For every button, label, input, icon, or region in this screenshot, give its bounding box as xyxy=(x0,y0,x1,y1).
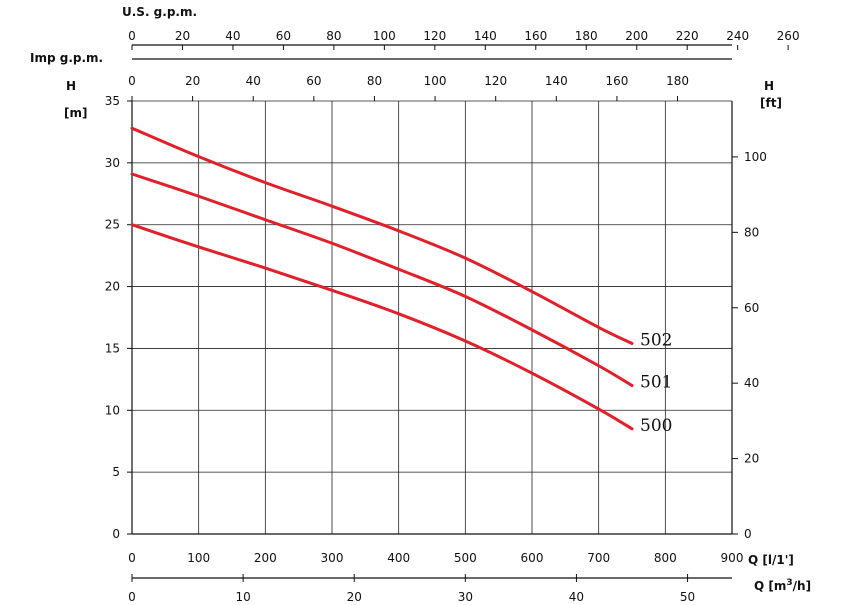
imp-gpm-tick-label: 60 xyxy=(306,74,321,88)
series xyxy=(130,126,634,431)
ft-axis-title-unit: [ft] xyxy=(760,96,782,110)
x-tick-label: 700 xyxy=(587,551,610,565)
m3h-tick-label: 30 xyxy=(458,590,473,604)
m3h-axis-title: Q [m3/h] xyxy=(754,578,811,593)
ft-tick-label: 20 xyxy=(744,452,759,466)
imp-gpm-tick-label: 140 xyxy=(545,74,568,88)
us-gpm-tick-label: 100 xyxy=(373,29,396,43)
x-axis-title: Q [l/1'] xyxy=(748,553,794,567)
us-gpm-tick-label: 240 xyxy=(726,29,749,43)
x-tick-label: 200 xyxy=(254,551,277,565)
imp-gpm-tick-label: 120 xyxy=(484,74,507,88)
series-line-501 xyxy=(130,172,634,388)
y-tick-label: 20 xyxy=(105,280,120,294)
x-tick-label: 300 xyxy=(321,551,344,565)
m3h-tick-label: 20 xyxy=(347,590,362,604)
y-tick-label: 30 xyxy=(105,156,120,170)
y-tick-label: 10 xyxy=(105,403,120,417)
us-gpm-tick-label: 180 xyxy=(575,29,598,43)
curve-labels: 502 501 500 xyxy=(640,330,672,435)
imp-gpm-tick-label: 40 xyxy=(246,74,261,88)
m3h-tick-label: 40 xyxy=(569,590,584,604)
series-label-500: 500 xyxy=(640,416,672,436)
ft-tick-label: 40 xyxy=(744,376,759,390)
us-gpm-tick-label: 20 xyxy=(175,29,190,43)
y-tick-label: 35 xyxy=(105,94,120,108)
us-gpm-tick-label: 160 xyxy=(524,29,547,43)
ft-tick-label: 100 xyxy=(744,150,767,164)
y-axis-title-unit: [m] xyxy=(64,106,87,120)
x-tick-label: 800 xyxy=(654,551,677,565)
x-tick-label: 100 xyxy=(187,551,210,565)
us-gpm-tick-label: 260 xyxy=(777,29,800,43)
imp-gpm-tick-label: 180 xyxy=(666,74,689,88)
series-label-502: 502 xyxy=(640,330,672,350)
m3h-tick-label: 50 xyxy=(680,590,695,604)
y-tick-label: 5 xyxy=(112,465,120,479)
ft-tick-label: 80 xyxy=(744,225,759,239)
axes: U.S. g.p.m. Imp g.p.m. Q [l/1'] Q [m3/h]… xyxy=(30,5,811,593)
y-tick-label: 0 xyxy=(112,527,120,541)
y-tick-label: 25 xyxy=(105,218,120,232)
x-tick-label: 900 xyxy=(721,551,744,565)
series-line-500 xyxy=(130,223,634,431)
us-gpm-tick-label: 0 xyxy=(128,29,136,43)
imp-gpm-tick-label: 20 xyxy=(185,74,200,88)
m3h-tick-label: 0 xyxy=(128,590,136,604)
imp-gpm-axis-title: Imp g.p.m. xyxy=(30,51,103,65)
x-tick-label: 600 xyxy=(521,551,544,565)
us-gpm-tick-label: 40 xyxy=(225,29,240,43)
x-tick-label: 0 xyxy=(128,551,136,565)
m3h-tick-label: 10 xyxy=(235,590,250,604)
x-tick-label: 500 xyxy=(454,551,477,565)
tick-labels: 0 100 200 300 400 500 600 700 800 900051015202530… xyxy=(105,29,800,604)
ft-tick-label: 0 xyxy=(744,527,752,541)
imp-gpm-tick-label: 160 xyxy=(605,74,628,88)
y-axis-title-symbol: H xyxy=(66,79,76,93)
series-label-501: 501 xyxy=(640,373,672,393)
ft-axis-title-symbol: H xyxy=(764,79,774,93)
x-tick-label: 400 xyxy=(387,551,410,565)
us-gpm-tick-label: 140 xyxy=(474,29,497,43)
grid xyxy=(132,100,732,535)
us-gpm-tick-label: 120 xyxy=(423,29,446,43)
series-line-502 xyxy=(130,126,634,345)
us-gpm-tick-label: 80 xyxy=(326,29,341,43)
ft-tick-label: 60 xyxy=(744,301,759,315)
us-gpm-axis-title: U.S. g.p.m. xyxy=(122,5,197,19)
us-gpm-tick-label: 60 xyxy=(276,29,291,43)
us-gpm-tick-label: 220 xyxy=(676,29,699,43)
y-tick-label: 15 xyxy=(105,341,120,355)
imp-gpm-tick-label: 0 xyxy=(128,74,136,88)
us-gpm-tick-label: 200 xyxy=(625,29,648,43)
imp-gpm-tick-label: 100 xyxy=(424,74,447,88)
imp-gpm-tick-label: 80 xyxy=(367,74,382,88)
